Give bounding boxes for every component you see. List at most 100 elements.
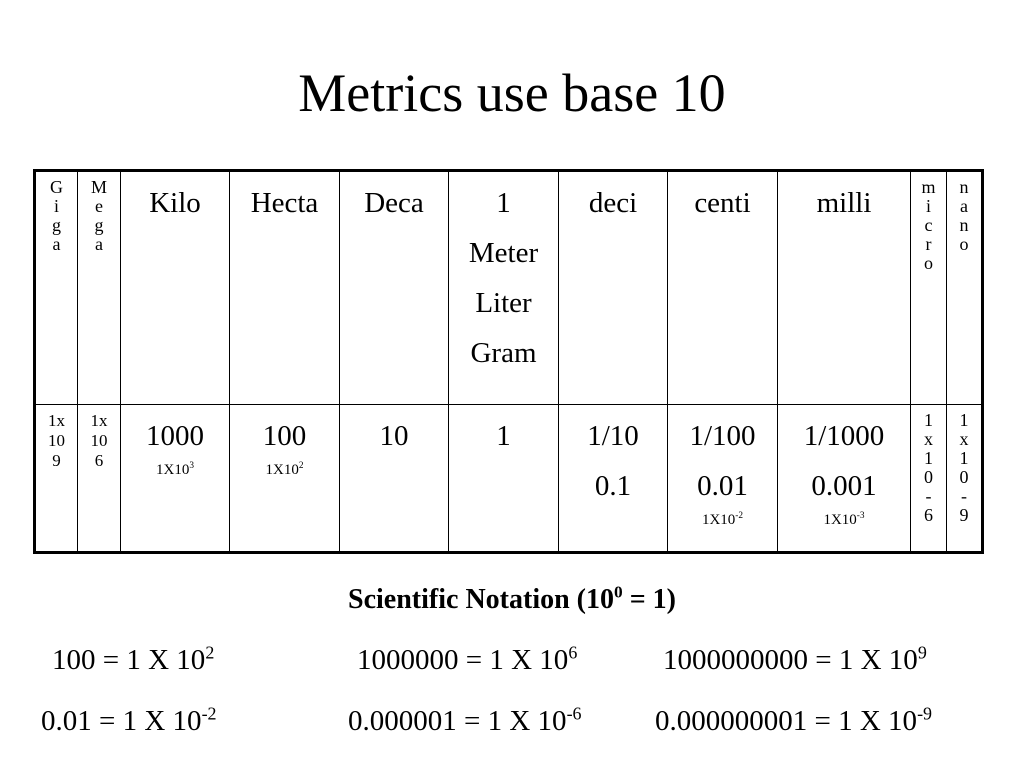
letter: i xyxy=(53,196,59,216)
scientific-notation-heading: Scientific Notation (100 = 1) xyxy=(0,582,1024,616)
equation-0.000001: 0.000001 = 1 X 10-6 xyxy=(348,704,582,738)
value-decimal: 0.01 xyxy=(697,470,748,502)
value-part: 1 xyxy=(924,410,933,430)
value-part: x xyxy=(924,429,933,449)
value-nano: 1 x 1 0 - 9 xyxy=(946,404,983,553)
value-part: 9 xyxy=(52,451,61,470)
letter: n xyxy=(959,177,969,197)
prefix-deca: Deca xyxy=(339,170,449,405)
metric-prefix-table: G i g a M e g a Kilo Hecta Deca 1 Meter … xyxy=(33,169,984,554)
equation-100: 100 = 1 X 102 xyxy=(52,643,214,677)
value-deca: 10 xyxy=(339,404,449,553)
value-fraction: 1/100 xyxy=(689,420,756,452)
letter: n xyxy=(959,215,969,235)
equation-exponent: -2 xyxy=(201,703,217,724)
equation-0.000000001: 0.000000001 = 1 X 10-9 xyxy=(655,704,932,738)
letter: g xyxy=(52,215,61,235)
slide-title: Metrics use base 10 xyxy=(298,63,726,123)
value-part: 1 xyxy=(959,410,969,430)
equation-base: 0.000000001 = 1 X 10 xyxy=(655,705,918,737)
prefix-label: Hecta xyxy=(250,187,319,219)
prefix-mega: M e g a xyxy=(77,170,121,405)
equation-base: 1000000 = 1 X 10 xyxy=(357,644,569,676)
equation-exponent: 2 xyxy=(205,642,215,663)
unit-liter: Liter xyxy=(475,287,532,319)
value-part: 1x xyxy=(48,411,65,430)
value-part: 0 xyxy=(924,467,933,487)
value-scientific: 1X10-3 xyxy=(778,511,910,529)
prefix-label: Deca xyxy=(364,187,424,219)
sci-base: 1X10 xyxy=(701,512,736,528)
equation-exponent: -6 xyxy=(566,703,582,724)
equation-exponent: 6 xyxy=(568,642,578,663)
prefix-kilo: Kilo xyxy=(120,170,230,405)
heading-text: Scientific Notation (10 xyxy=(348,584,614,615)
value-fraction: 1/1000 xyxy=(803,420,885,452)
prefix-label: milli xyxy=(816,187,872,219)
letter: a xyxy=(960,196,968,216)
equation-1000000000: 1000000000 = 1 X 109 xyxy=(663,643,927,677)
value-part: - xyxy=(961,486,967,506)
value-part: x xyxy=(959,429,969,449)
value-part: 1 xyxy=(959,448,969,468)
equation-base: 1000000000 = 1 X 10 xyxy=(663,644,918,676)
value-part: 9 xyxy=(959,505,969,525)
value-part: 0 xyxy=(959,467,969,487)
equation-base: 100 = 1 X 10 xyxy=(52,644,206,676)
sci-exponent: 2 xyxy=(298,461,304,471)
value-number: 1000 xyxy=(146,420,204,452)
heading-exponent: 0 xyxy=(614,582,623,602)
prefix-milli: milli xyxy=(777,170,911,405)
prefix-hecta: Hecta xyxy=(229,170,340,405)
value-scientific: 1X103 xyxy=(121,461,229,479)
value-decimal: 0.001 xyxy=(811,470,877,502)
letter: m xyxy=(921,177,936,197)
sci-base: 1X10 xyxy=(265,462,299,478)
value-part: 10 xyxy=(90,431,108,450)
equation-exponent: 9 xyxy=(917,642,927,663)
prefix-label: Kilo xyxy=(149,187,201,219)
sci-base: 1X10 xyxy=(823,512,857,528)
value-number: 10 xyxy=(379,420,409,452)
base-number: 1 xyxy=(496,187,511,219)
letter: a xyxy=(95,234,103,254)
prefix-nano: n a n o xyxy=(946,170,983,405)
value-part: 6 xyxy=(924,505,933,525)
equation-exponent: -9 xyxy=(917,703,933,724)
sci-exponent: -3 xyxy=(856,511,865,521)
heading-text-end: = 1) xyxy=(622,584,676,615)
letter: a xyxy=(52,234,61,254)
value-deci: 1/10 0.1 xyxy=(558,404,668,553)
value-row: 1x 10 9 1x 10 6 1000 1X103 100 1X102 10 … xyxy=(34,404,983,553)
prefix-base-unit: 1 Meter Liter Gram xyxy=(448,170,559,405)
equation-1000000: 1000000 = 1 X 106 xyxy=(357,643,577,677)
unit-meter: Meter xyxy=(468,237,539,269)
value-scientific: 1X10-2 xyxy=(668,511,777,529)
value-centi: 1/100 0.01 1X10-2 xyxy=(667,404,778,553)
letter: o xyxy=(959,234,969,254)
value-part: 6 xyxy=(94,451,104,470)
letter: i xyxy=(925,196,931,216)
value-mega: 1x 10 6 xyxy=(77,404,121,553)
value-decimal: 0.1 xyxy=(594,470,632,502)
value-base: 1 xyxy=(448,404,559,553)
equation-0.01: 0.01 = 1 X 10-2 xyxy=(41,704,217,738)
prefix-label: deci xyxy=(588,187,638,219)
value-giga: 1x 10 9 xyxy=(34,404,78,553)
letter: M xyxy=(90,177,107,197)
prefix-deci: deci xyxy=(558,170,668,405)
value-number: 100 xyxy=(262,420,307,452)
value-part: 1x xyxy=(90,411,108,430)
value-micro: 1 x 1 0 - 6 xyxy=(910,404,947,553)
sci-exponent: 3 xyxy=(189,461,194,471)
value-part: 1 xyxy=(924,448,933,468)
sci-base: 1X10 xyxy=(156,462,190,478)
letter: c xyxy=(924,215,933,235)
equation-base: 0.000001 = 1 X 10 xyxy=(348,705,567,737)
prefix-micro: m i c r o xyxy=(910,170,947,405)
sci-exponent: -2 xyxy=(735,511,744,521)
prefix-centi: centi xyxy=(667,170,778,405)
unit-gram: Gram xyxy=(470,337,537,369)
prefix-label: centi xyxy=(694,187,751,219)
value-kilo: 1000 1X103 xyxy=(120,404,230,553)
